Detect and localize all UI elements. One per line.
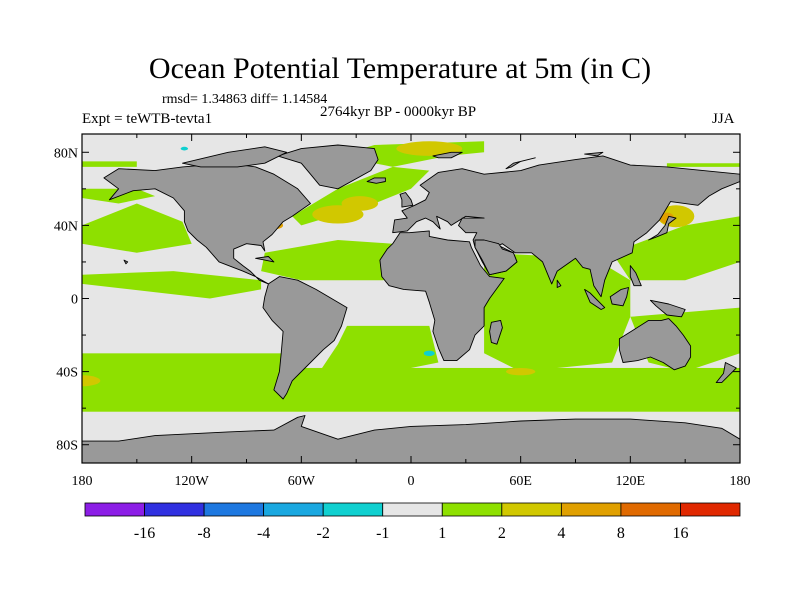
colorbar-swatch: [441, 502, 503, 517]
land-sri-lanka: [556, 279, 562, 288]
colorbar-label: 4: [557, 525, 565, 542]
colorbar-swatch: [680, 502, 741, 517]
colorbar-swatch: [382, 502, 443, 517]
lon-tick-label: 180: [730, 474, 751, 489]
land-iceland: [366, 177, 386, 184]
land-masses: [82, 134, 740, 463]
land-greenland: [277, 144, 379, 190]
lon-tick-label: 0: [408, 474, 415, 489]
lat-tick-label: 80S: [56, 439, 78, 454]
beaufort-warm: [82, 161, 137, 167]
colorbar-swatch: [620, 502, 681, 517]
land-cuba: [255, 256, 275, 263]
lat-tick-label: 40S: [56, 366, 78, 381]
colorbar-swatch: [203, 502, 265, 517]
southern-ocean-warm-band: [82, 367, 740, 412]
land-north-america: [103, 162, 311, 285]
colorbar-label: 1: [438, 525, 446, 542]
west-pacific-warm: [612, 216, 740, 281]
time-period-label: 2764kyr BP - 0000kyr BP: [320, 104, 477, 120]
land-philippines: [629, 265, 642, 287]
north-pacific-warm: [82, 203, 192, 253]
season-label: JJA: [712, 111, 735, 127]
agulhas-warm-strong: [506, 367, 536, 376]
lon-tick-label: 180: [72, 474, 93, 489]
land-uk: [399, 192, 414, 208]
land-australia: [618, 318, 692, 371]
lon-tick-label: 120E: [616, 474, 646, 489]
land-borneo: [609, 287, 629, 307]
lon-tick-label: 60E: [509, 474, 532, 489]
land-canadian-archipelago: [182, 146, 288, 168]
east-siberian-warm: [666, 163, 740, 167]
land-novaya-zemlya: [505, 157, 536, 170]
lat-tick-label: 80N: [54, 146, 78, 161]
land-europe-asia: [392, 155, 740, 298]
land-arabia: [474, 239, 518, 276]
land-antarctica: [82, 415, 740, 463]
fram-strait-warm-strong: [396, 141, 463, 156]
land-japan: [648, 215, 677, 241]
lat-tick-label: 0: [71, 293, 78, 308]
dateline-south-warm-strong: [82, 375, 101, 387]
lon-tick-label: 120W: [175, 474, 210, 489]
colorbar-label: 2: [498, 525, 506, 542]
land-sumatra: [584, 288, 606, 310]
land-africa: [379, 230, 505, 362]
land-hawaii: [123, 259, 129, 265]
labrador-sea-warm-strong: [312, 205, 364, 224]
subpolar-gyre-warm-strong: [341, 196, 379, 211]
benguela-cool-patch: [423, 350, 435, 357]
colorbar-label: -2: [317, 525, 330, 542]
colorbar-label: 8: [617, 525, 625, 542]
arctic-cool-patch: [180, 146, 189, 151]
map-title: Ocean Potential Temperature at 5m (in C): [148, 52, 652, 85]
south-atlantic-warm: [319, 325, 439, 372]
experiment-label: Expt = teWTB-tevta1: [82, 111, 213, 127]
equatorial-pacific-warm: [82, 271, 262, 299]
lat-tick-label: 40N: [54, 219, 78, 234]
colorbar-swatch: [263, 502, 324, 517]
colorbar-swatch: [144, 502, 205, 517]
colorbar-swatch: [322, 502, 384, 517]
lon-tick-label: 60W: [288, 474, 316, 489]
colorbar-label: -8: [197, 525, 210, 542]
land-south-america: [262, 276, 348, 400]
land-svalbard: [432, 151, 463, 159]
colorbar: -16 -8 -4 -2 -1 1 2 4 8 16: [84, 502, 741, 542]
south-pacific-warm-band: [82, 353, 302, 372]
land-new-guinea: [649, 299, 686, 318]
colorbar-label: -1: [376, 525, 389, 542]
land-severnaya-zemlya: [584, 151, 604, 157]
colorbar-swatch: [84, 502, 145, 517]
colorbar-label: -16: [134, 525, 155, 542]
land-new-zealand: [715, 362, 737, 384]
land-madagascar: [489, 319, 503, 345]
colorbar-label: -4: [257, 525, 270, 542]
colorbar-swatch: [560, 502, 622, 517]
rmsd-diff-stats: rmsd= 1.34863 diff= 1.14584: [162, 92, 328, 107]
colorbar-label: 16: [672, 525, 688, 542]
north-atlantic-subtropical-warm: [261, 240, 393, 281]
colorbar-swatch: [501, 502, 562, 517]
